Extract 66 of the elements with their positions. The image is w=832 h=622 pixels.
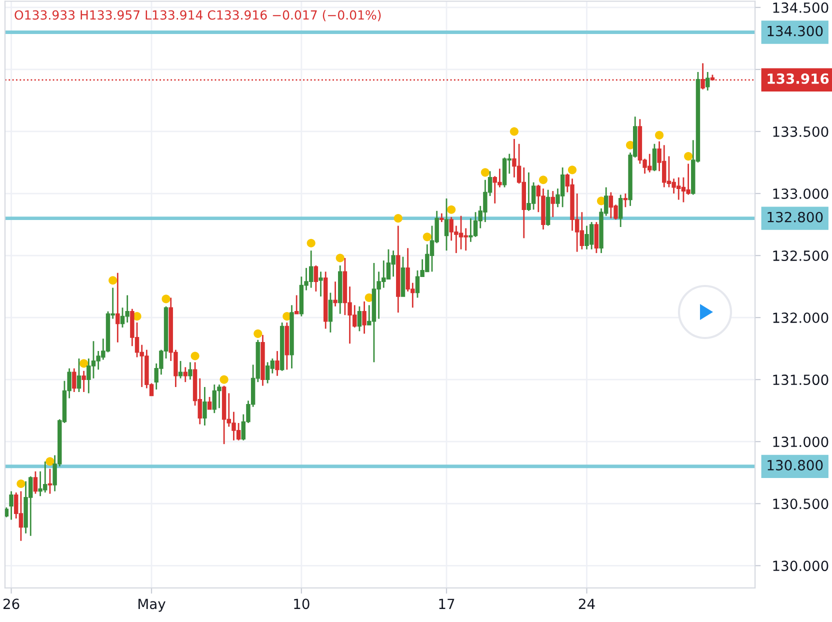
candlestick xyxy=(33,470,38,494)
candlestick xyxy=(294,294,299,315)
candlestick xyxy=(314,264,318,292)
candlestick xyxy=(116,272,120,344)
candlestick xyxy=(652,143,657,172)
candlestick xyxy=(362,300,366,334)
candlestick xyxy=(318,270,323,298)
ref-line-label: 134.300 xyxy=(768,26,823,36)
candlestick xyxy=(444,198,449,252)
x-tick-label: 10 xyxy=(294,598,310,610)
candlestick xyxy=(76,358,82,393)
candlestick xyxy=(594,221,599,254)
point xyxy=(190,352,200,360)
point xyxy=(306,238,316,248)
candlestick xyxy=(48,468,52,494)
candlestick xyxy=(550,190,556,218)
candlestick xyxy=(72,368,76,393)
point xyxy=(394,214,402,223)
x-tick-label: 17 xyxy=(439,598,454,609)
point xyxy=(510,127,518,136)
point xyxy=(655,130,664,140)
point xyxy=(684,152,693,161)
point xyxy=(108,276,118,285)
y-tick-label: 134.500 xyxy=(773,2,828,13)
ref-line-label: 130.800 xyxy=(768,460,823,470)
y-tick-label: 130.500 xyxy=(773,498,828,510)
candlestick xyxy=(178,360,183,380)
candlestick xyxy=(623,192,628,208)
x-tick-label: May xyxy=(138,598,166,612)
y-tick-label: 132.500 xyxy=(773,250,828,262)
candlestick xyxy=(4,506,9,518)
point xyxy=(46,457,54,466)
candlestick xyxy=(275,350,280,377)
candlestick xyxy=(328,292,333,334)
y-tick-label: 130.000 xyxy=(773,560,828,572)
point xyxy=(254,329,262,338)
point xyxy=(16,480,26,488)
candlestick xyxy=(188,362,192,380)
candlestick xyxy=(333,280,338,308)
y-tick-label: 131.000 xyxy=(773,436,828,448)
candlestick xyxy=(9,490,14,520)
point xyxy=(538,176,548,184)
candlestick xyxy=(202,386,207,426)
y-tick-label: 133.500 xyxy=(773,126,828,137)
y-tick-label: 133.000 xyxy=(773,188,828,199)
point xyxy=(422,232,432,242)
y-tick-label: 132.000 xyxy=(773,312,828,324)
x-tick-label: 24 xyxy=(578,598,595,609)
point xyxy=(336,254,344,262)
ref-line-label: 132.800 xyxy=(768,212,823,222)
point xyxy=(568,166,577,174)
candlestick xyxy=(183,366,188,383)
candlestick xyxy=(207,396,212,410)
point xyxy=(220,375,228,384)
point xyxy=(162,294,170,304)
point xyxy=(80,359,88,368)
point xyxy=(447,205,456,214)
candlestick xyxy=(357,306,362,332)
x-tick-label: 26 xyxy=(3,598,20,610)
annotation: O133.933 H133.957 L133.914 C133.916 −0.017 (−0.01%) xyxy=(14,10,381,22)
ref-line-label: 133.916 xyxy=(768,73,829,84)
candlestick xyxy=(706,71,710,92)
y-tick-label: 131.500 xyxy=(773,374,828,386)
point xyxy=(480,168,490,177)
candlestick xyxy=(618,194,623,228)
candlestick xyxy=(82,370,86,393)
